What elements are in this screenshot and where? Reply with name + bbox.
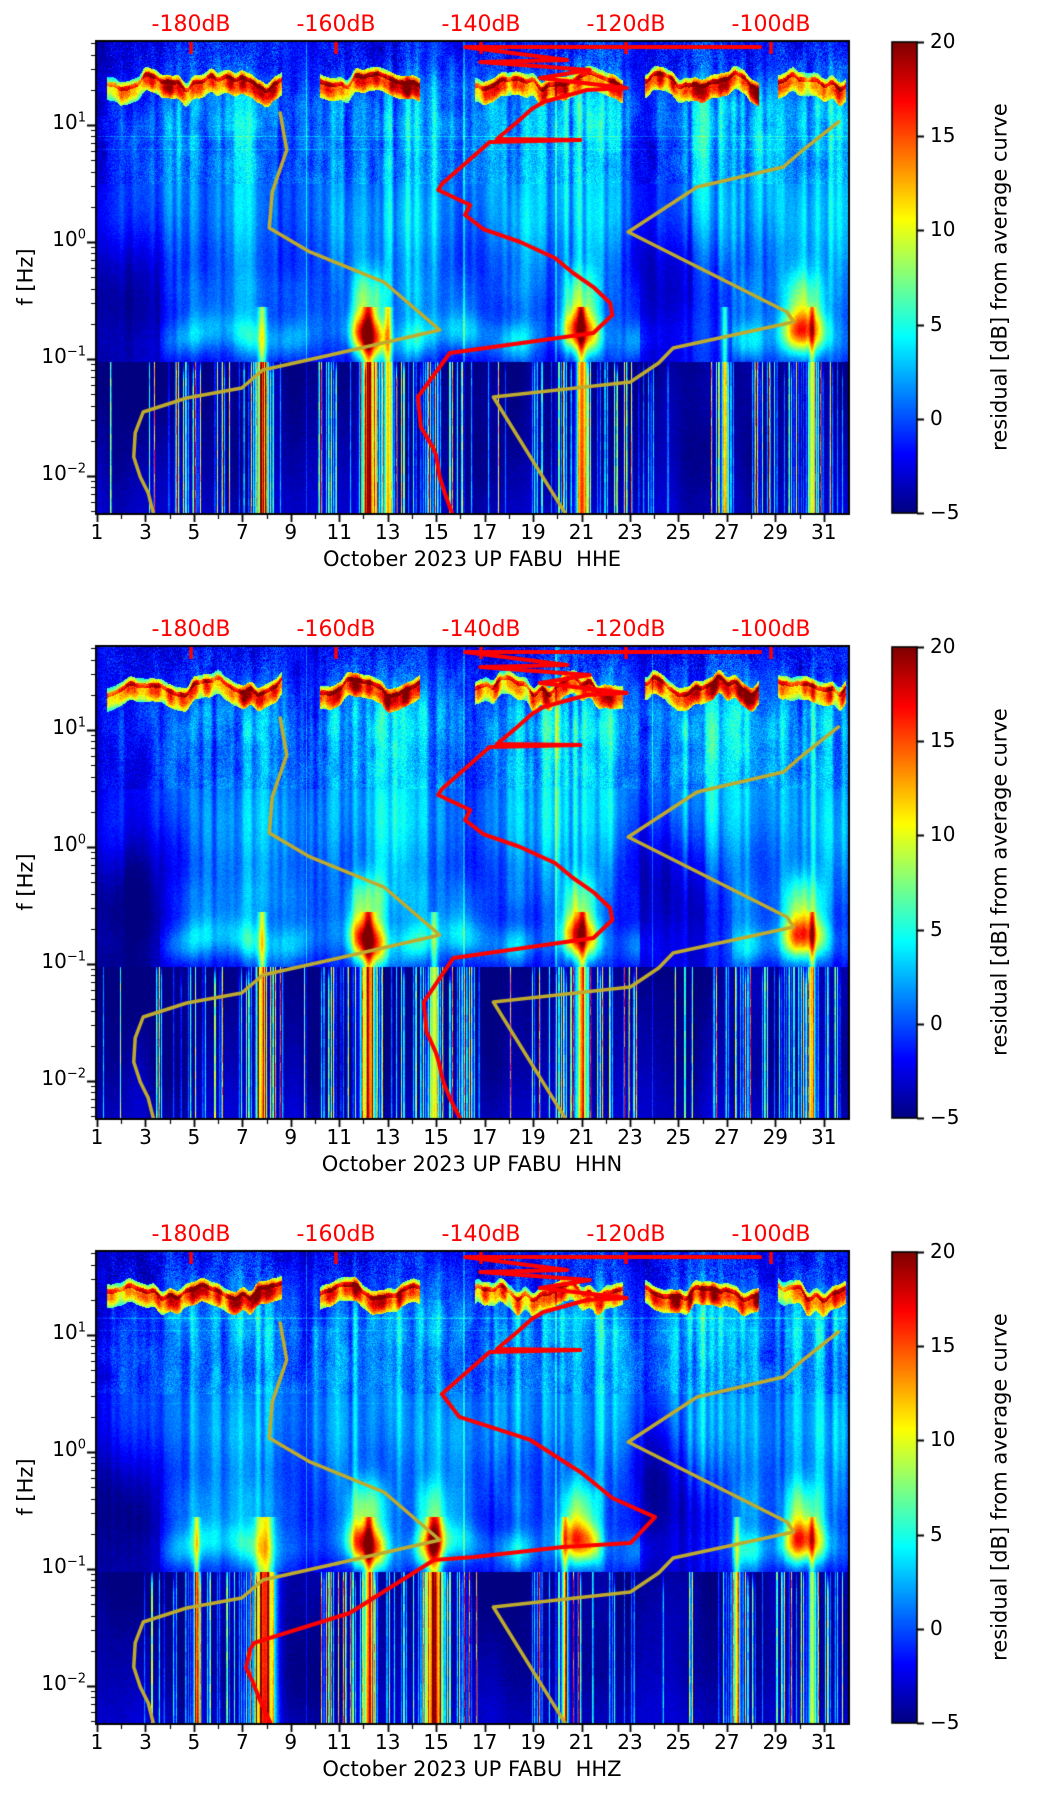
spectrogram-canvas-hhe — [0, 0, 1052, 602]
colorbar-label-hhe: residual [dB] from average curve — [987, 103, 1012, 451]
x-axis-label-hhn: October 2023 UP FABU HHN — [321, 1152, 623, 1176]
spectrogram-canvas-hhz — [0, 1210, 1052, 1806]
spectrogram-panel-hhz: -180dB -160dB -140dB -120dB -100dB 1 3 5 7 9 11 13 1… — [0, 1210, 1052, 1806]
colorbar-label-hhn: residual [dB] from average curve — [987, 708, 1012, 1056]
y-axis-label: f [Hz] — [13, 853, 38, 911]
y-axis-label: f [Hz] — [13, 1458, 38, 1516]
spectrogram-panel-hhe: -180dB -160dB -140dB -120dB -100dB 1 3 5 7 9 11 13 1… — [0, 0, 1052, 602]
spectrogram-panel-hhn: -180dB -160dB -140dB -120dB -100dB 1 3 5 7 9 11 13 1… — [0, 605, 1052, 1207]
x-axis-label-hhz: October 2023 UP FABU HHZ — [322, 1757, 622, 1781]
colorbar-label-hhz: residual [dB] from average curve — [987, 1313, 1012, 1661]
y-axis-label: f [Hz] — [13, 248, 38, 306]
x-axis-label-hhe: October 2023 UP FABU HHE — [322, 547, 622, 571]
spectrogram-canvas-hhn — [0, 605, 1052, 1207]
